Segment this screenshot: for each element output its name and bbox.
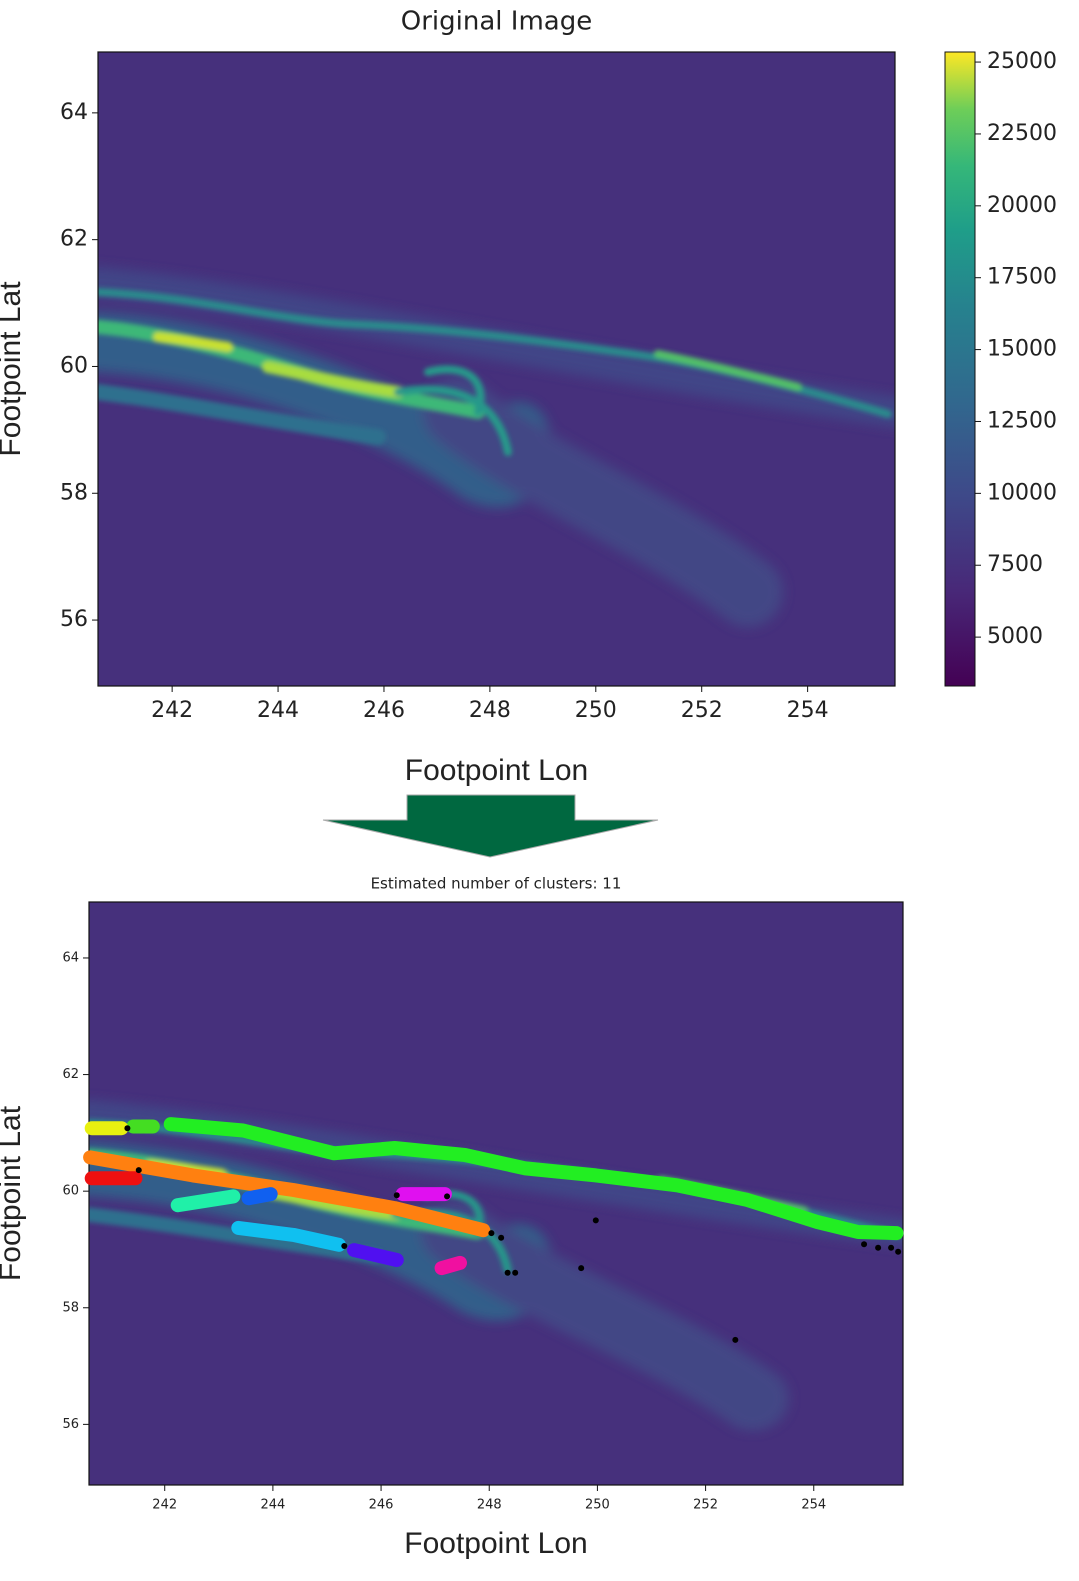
noise-point [498, 1234, 505, 1241]
colorbar-tick-label: 12500 [987, 408, 1057, 433]
noise-point [592, 1217, 599, 1224]
cluster [347, 1243, 404, 1267]
noise-point [861, 1241, 868, 1248]
noise-point [444, 1193, 451, 1200]
y-tick-label: 62 [62, 1067, 79, 1082]
x-tick-label: 250 [585, 1497, 610, 1512]
x-tick-label: 252 [693, 1497, 718, 1512]
colorbar-tick-label: 7500 [987, 552, 1043, 577]
y-tick-label: 56 [60, 607, 88, 632]
x-tick-label: 252 [681, 698, 723, 723]
noise-point [895, 1248, 902, 1255]
y-tick-label: 64 [62, 950, 79, 965]
chart-title: Estimated number of clusters: 11 [371, 875, 622, 893]
axes-frame [97, 51, 896, 687]
cluster [163, 1117, 904, 1241]
x-tick-label: 242 [152, 1497, 177, 1512]
cluster [170, 1189, 241, 1213]
colorbar-tick-label: 25000 [987, 49, 1057, 74]
colorbar [944, 51, 976, 687]
noise-point [888, 1244, 895, 1251]
noise-point [578, 1265, 585, 1272]
noise-point [341, 1242, 348, 1249]
x-tick-label: 250 [575, 698, 617, 723]
y-tick-label: 62 [60, 227, 88, 252]
noise-point [135, 1167, 142, 1174]
x-tick-label: 254 [787, 698, 829, 723]
colorbar-tick-label: 5000 [987, 624, 1043, 649]
x-axis-label: Footpoint Lon [404, 1527, 587, 1560]
x-tick-label: 254 [801, 1497, 826, 1512]
x-tick-label: 246 [363, 698, 405, 723]
noise-point [875, 1244, 882, 1251]
x-tick-label: 244 [257, 698, 299, 723]
x-axis-label: Footpoint Lon [405, 754, 588, 787]
noise-point [732, 1336, 739, 1343]
noise-point [512, 1269, 519, 1276]
x-tick-label: 242 [151, 698, 193, 723]
chart-title: Original Image [401, 7, 592, 37]
colorbar-tick-label: 17500 [987, 265, 1057, 290]
y-tick-label: 60 [62, 1184, 79, 1199]
y-tick-label: 56 [62, 1417, 79, 1432]
colorbar-tick-label: 10000 [987, 480, 1057, 505]
noise-point [488, 1230, 495, 1237]
arrow [322, 794, 659, 858]
cluster [241, 1187, 278, 1206]
image [98, 52, 895, 686]
image-content [98, 52, 895, 686]
y-tick-label: 58 [62, 1300, 79, 1315]
y-axis-label: Footpoint Lat [0, 281, 27, 457]
y-tick-label: 60 [60, 353, 88, 378]
x-tick-label: 244 [260, 1497, 285, 1512]
noise-point [393, 1192, 400, 1199]
noise-point [124, 1125, 131, 1132]
colorbar-tick-label: 20000 [987, 193, 1057, 218]
cluster [83, 1150, 491, 1238]
colorbar-tick-label: 15000 [987, 337, 1057, 362]
axes-frame [88, 901, 904, 1486]
y-tick-label: 64 [60, 100, 88, 125]
x-tick-label: 246 [369, 1497, 394, 1512]
colorbar-tick-label: 22500 [987, 121, 1057, 146]
noise-point [504, 1269, 511, 1276]
x-tick-label: 248 [469, 698, 511, 723]
cluster [231, 1220, 346, 1252]
y-tick-label: 58 [60, 480, 88, 505]
x-tick-label: 248 [477, 1497, 502, 1512]
y-axis-label: Footpoint Lat [0, 1105, 27, 1281]
cluster [434, 1255, 467, 1276]
